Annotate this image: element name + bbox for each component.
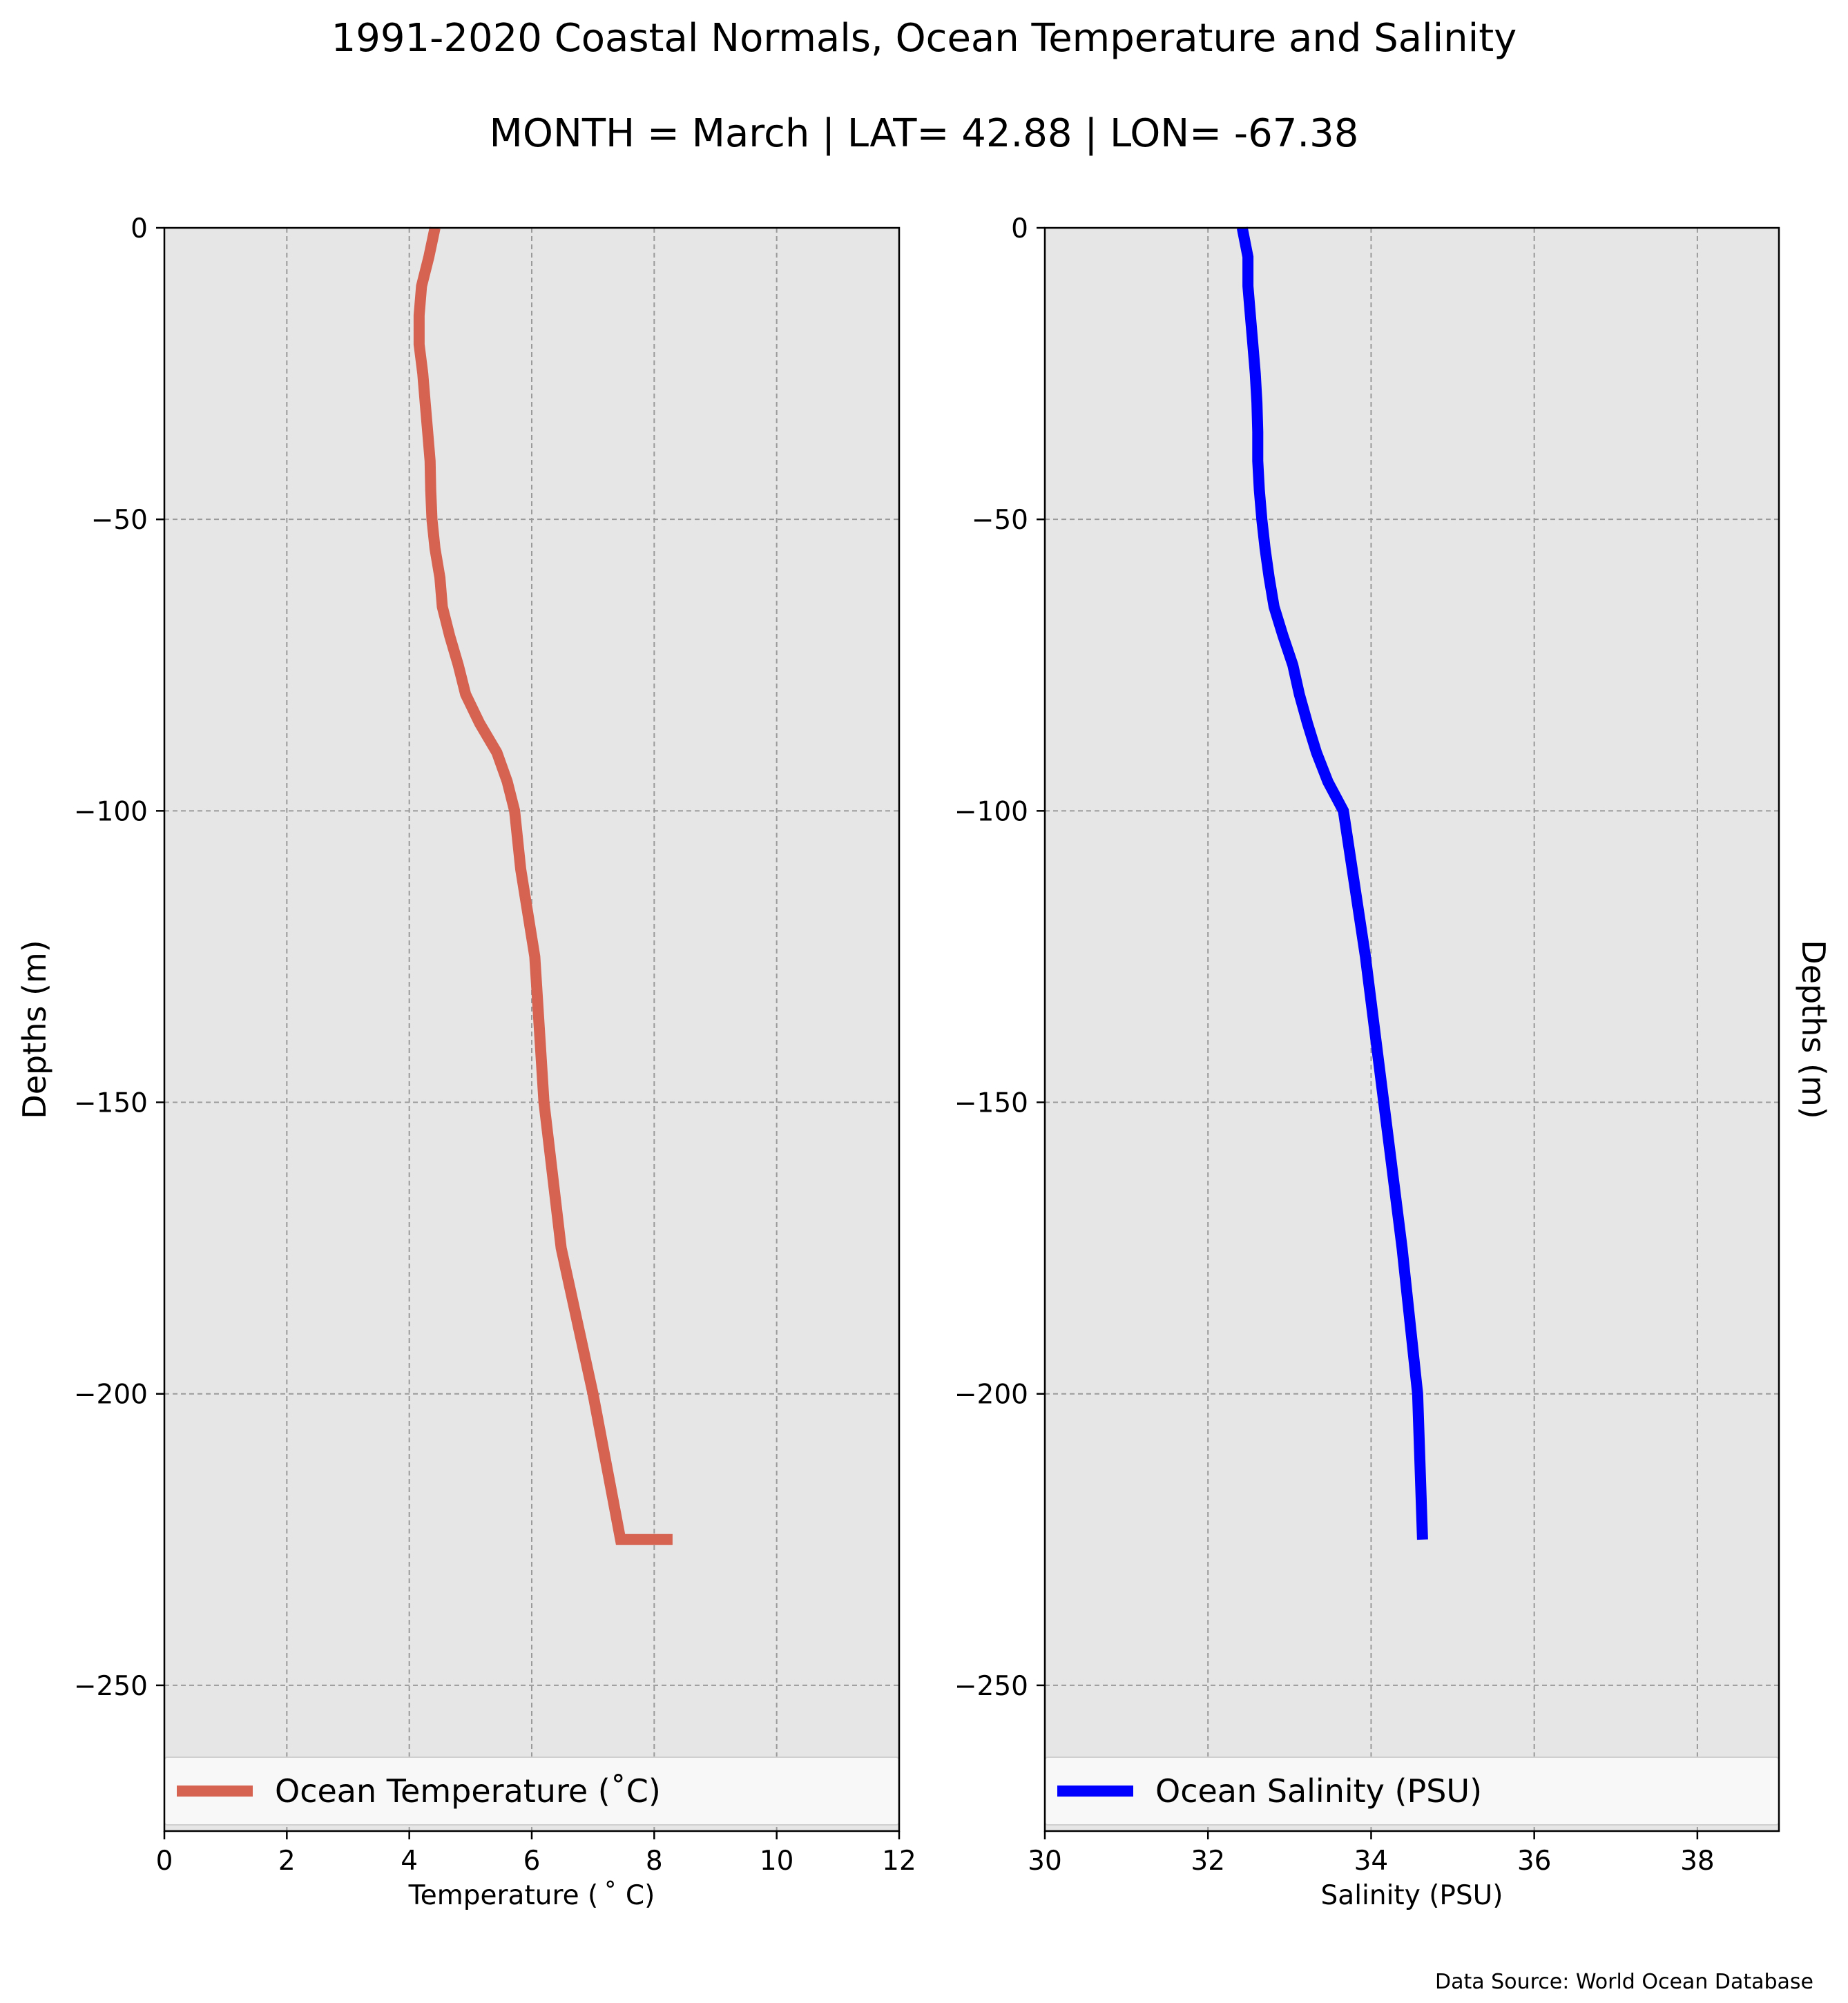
x-tick-label: 0 xyxy=(156,1846,173,1877)
x-tick-label: 10 xyxy=(760,1846,794,1877)
y-tick-label: 0 xyxy=(131,213,148,244)
x-tick-label: 12 xyxy=(882,1846,916,1877)
y-tick-label: −200 xyxy=(74,1380,148,1411)
y-tick-label: −150 xyxy=(954,1088,1028,1119)
y-tick-label: −250 xyxy=(74,1671,148,1702)
salinity-panel: Ocean Salinity (PSU) 30 32 34 36 38 0 −50 −100 −1… xyxy=(954,213,1832,1911)
x-tick-label: 8 xyxy=(646,1846,663,1877)
y-tick-label: −50 xyxy=(91,505,148,536)
y-axis-label: Depths (m) xyxy=(16,940,53,1119)
figure-title: 1991-2020 Coastal Normals, Ocean Tempera… xyxy=(331,16,1517,61)
x-tick-label: 38 xyxy=(1680,1846,1715,1877)
axes-frame xyxy=(1043,226,1780,1832)
x-tick-label: 36 xyxy=(1517,1846,1552,1877)
legend-label: Ocean Salinity (PSU) xyxy=(1155,1772,1482,1810)
y-tick-label: 0 xyxy=(1011,213,1028,244)
y-tick-label: −100 xyxy=(954,796,1028,827)
y-tick-label: −150 xyxy=(74,1088,148,1119)
y-tick-label: −200 xyxy=(954,1380,1028,1411)
y-tick-label: −250 xyxy=(954,1671,1028,1702)
data-source-footer: Data Source: World Ocean Database xyxy=(1435,1970,1813,1994)
series-line xyxy=(413,226,673,1545)
x-tick-label: 2 xyxy=(278,1846,296,1877)
plot-area xyxy=(1045,228,1779,1831)
x-axis-label: Salinity (PSU) xyxy=(1321,1880,1503,1911)
x-tick-label: 34 xyxy=(1354,1846,1389,1877)
x-tick-label: 30 xyxy=(1028,1846,1062,1877)
y-axis-label-right: Depths (m) xyxy=(1795,940,1832,1119)
x-tick-label: 6 xyxy=(523,1846,541,1877)
figure-subtitle: MONTH = March | LAT= 42.88 | LON= -67.38 xyxy=(490,111,1359,156)
series-line xyxy=(1236,226,1428,1540)
x-axis-label: Temperature ( ˚ C) xyxy=(408,1880,655,1911)
temperature-panel: Ocean Temperature (˚C) 0 2 4 6 8 10 12 0 −50 −100 −… xyxy=(16,213,916,1911)
legend-label: Ocean Temperature (˚C) xyxy=(275,1772,661,1810)
y-tick-label: −50 xyxy=(972,505,1028,536)
x-tick-label: 32 xyxy=(1191,1846,1225,1877)
y-tick-label: −100 xyxy=(74,796,148,827)
x-tick-label: 4 xyxy=(401,1846,418,1877)
